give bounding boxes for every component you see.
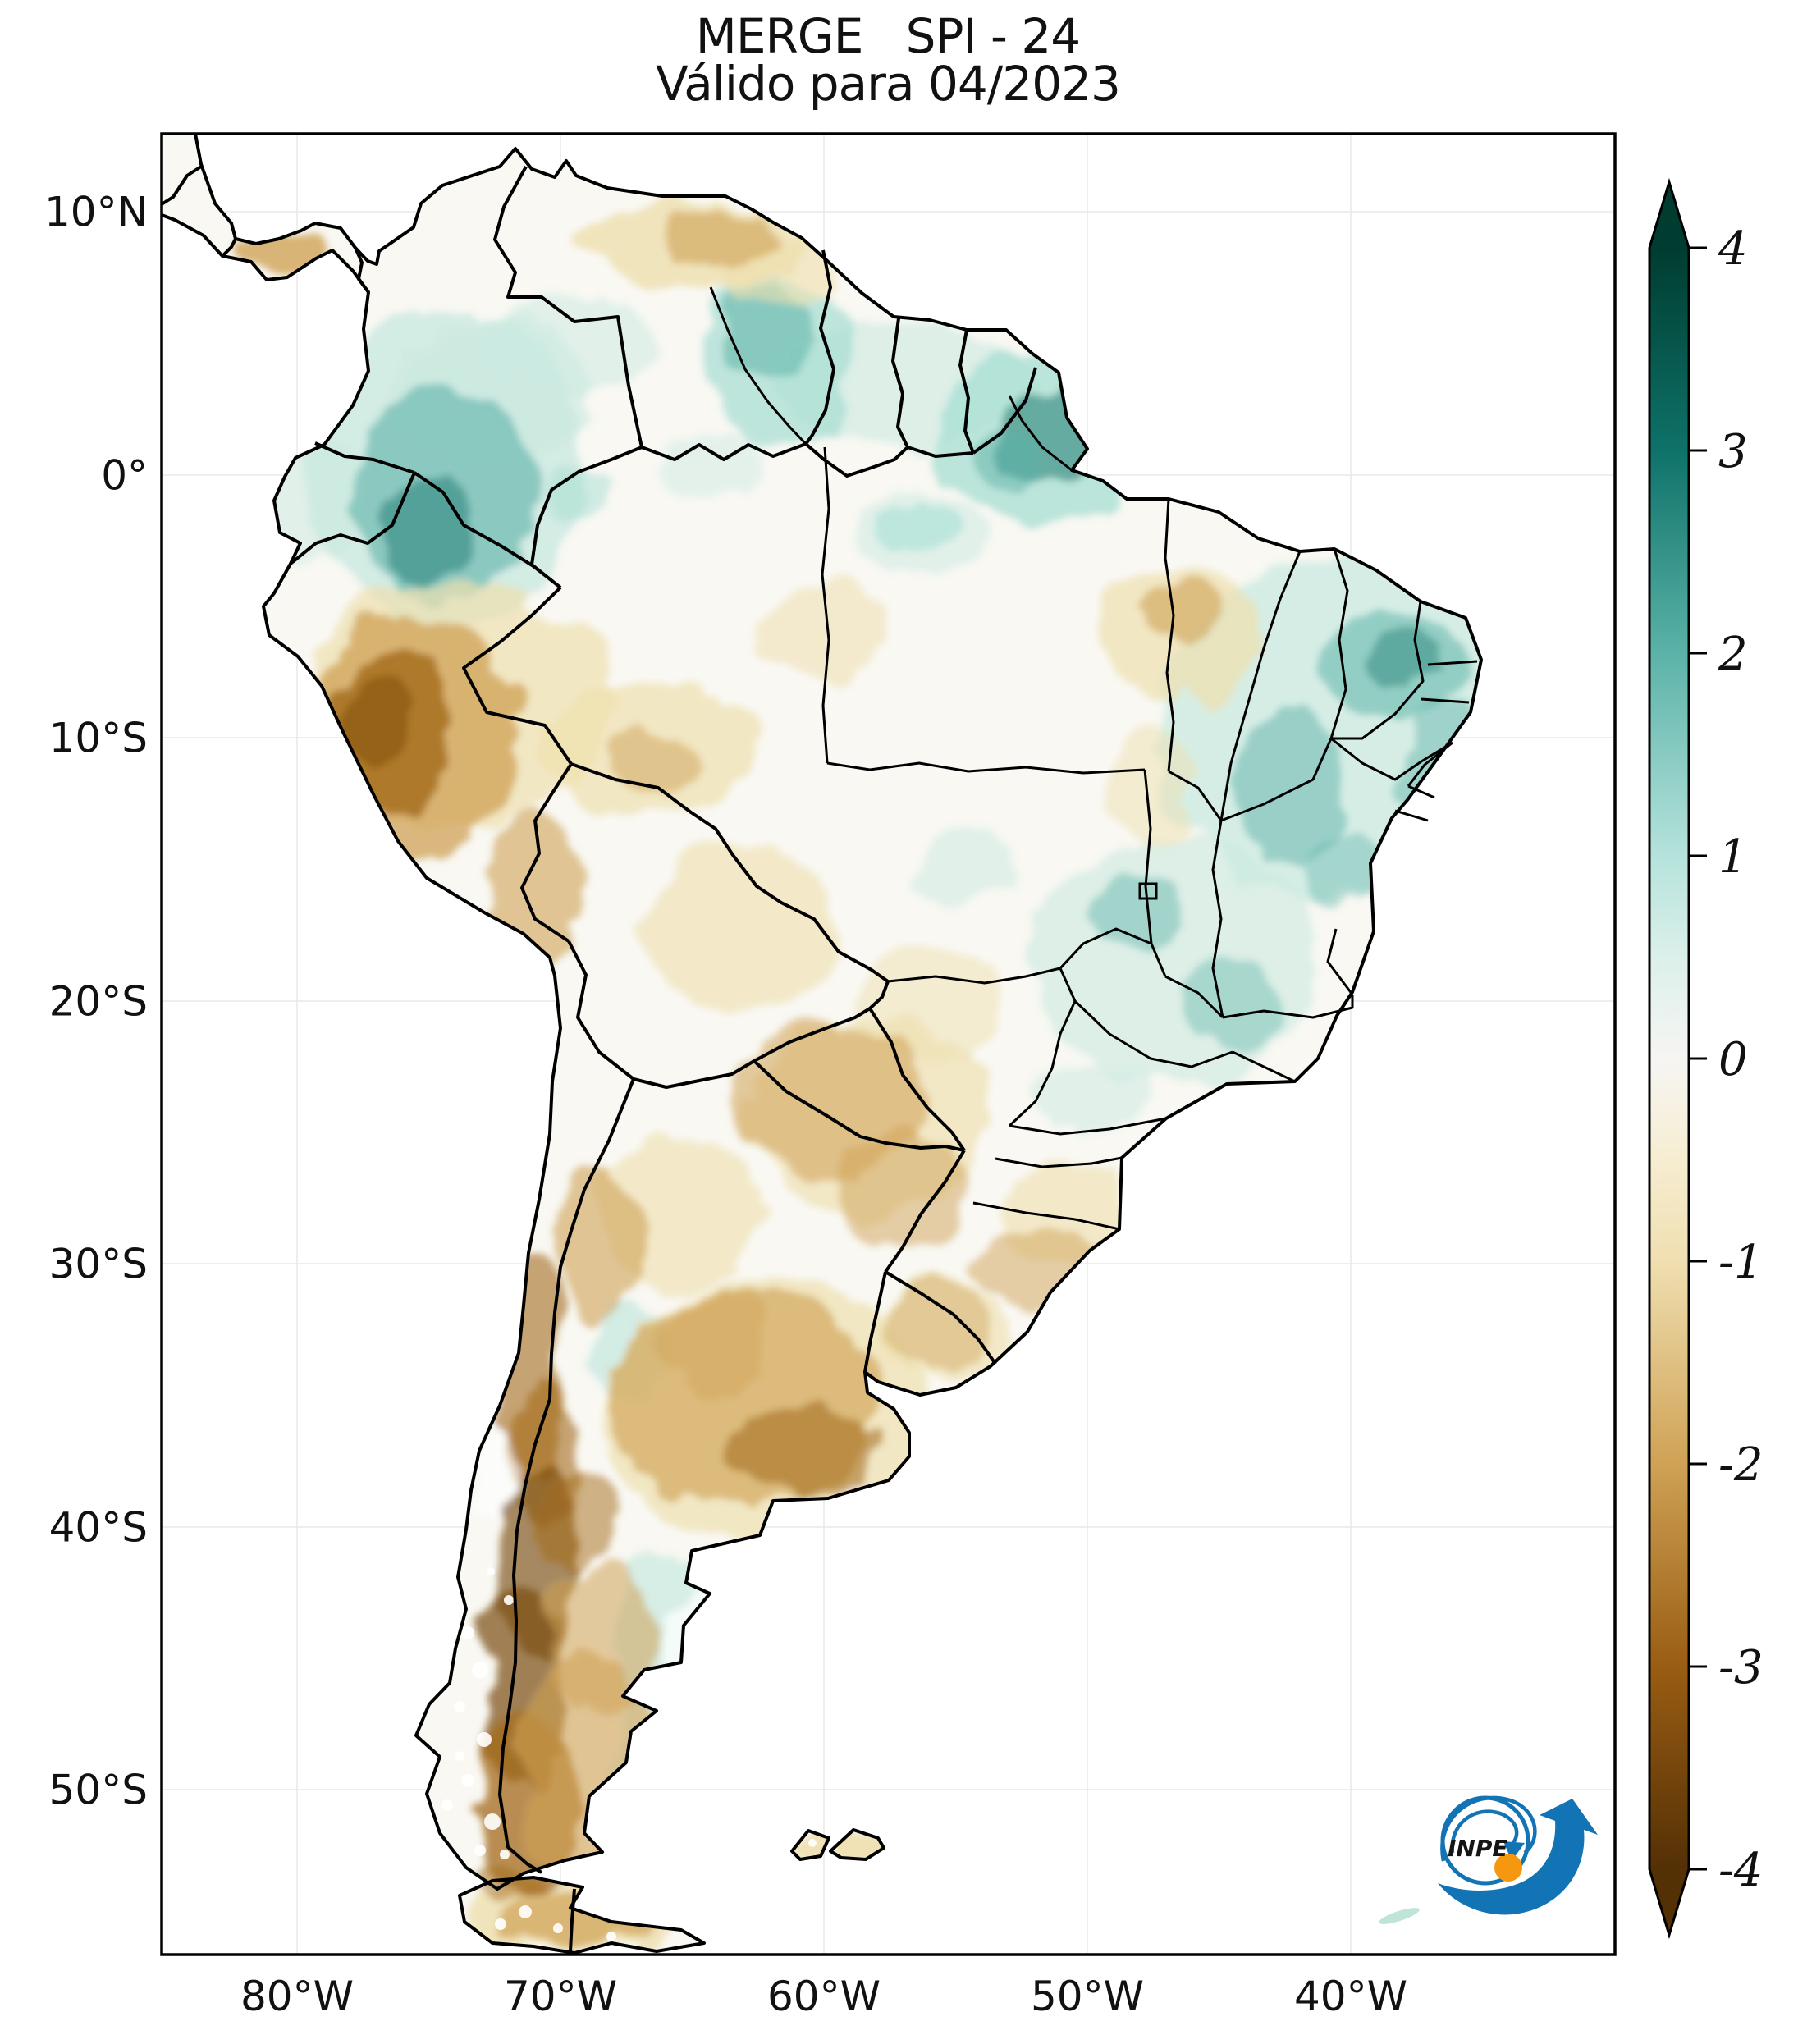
colorbar-ticks <box>1689 246 1707 1871</box>
y-tick-label: 50°S <box>49 1767 148 1814</box>
y-tick-label: 40°S <box>49 1504 148 1552</box>
inpe-logo: INPE <box>1438 1795 1598 1915</box>
logo-swoosh-arrow-icon <box>1438 1799 1598 1915</box>
logo-orange-dot <box>1494 1854 1522 1882</box>
y-tick-label: 30°S <box>49 1241 148 1288</box>
colorbar-tick-label: 1 <box>1718 830 1748 884</box>
map-title: MERGE SPI - 24 <box>696 8 1080 64</box>
x-tick-label: 80°W <box>240 1973 354 2020</box>
colorbar: 4 3 2 1 0 -1 -2 -3 -4 <box>1648 177 1764 1940</box>
logo-arrowhead-icon <box>1503 1841 1525 1861</box>
colorbar-gradient-bar <box>1649 248 1689 1869</box>
colorbar-tick-label: -1 <box>1718 1236 1764 1289</box>
colorbar-tick-label: 0 <box>1718 1033 1748 1086</box>
logo-text: INPE <box>1448 1835 1508 1862</box>
brazil-state-borders <box>709 286 1478 1231</box>
y-tick-label: 20°S <box>49 978 148 1026</box>
y-tick-label: 0° <box>101 452 148 500</box>
x-tick-label: 70°W <box>504 1973 617 2020</box>
coastline <box>161 133 1483 1955</box>
colorbar-tick-label: -3 <box>1718 1641 1764 1694</box>
colorbar-extend-upper <box>1649 182 1689 248</box>
country-borders <box>160 165 1037 1952</box>
y-tick-label: 10°N <box>44 189 148 236</box>
colorbar-extend-lower <box>1649 1869 1689 1935</box>
south-georgia-smudge <box>1379 1908 1420 1924</box>
logo-spiral-arrow-icon <box>1440 1795 1537 1862</box>
y-tick-label: 10°S <box>49 715 148 762</box>
colorbar-tick-label: -2 <box>1718 1438 1764 1492</box>
x-tick-label: 60°W <box>767 1973 881 2020</box>
colorbar-tick-label: -4 <box>1718 1844 1764 1897</box>
colorbar-tick-label: 2 <box>1718 628 1748 681</box>
colorbar-tick-label: 4 <box>1718 222 1748 276</box>
x-tick-label: 50°W <box>1031 1973 1144 2020</box>
distrito-federal-square <box>1138 882 1158 900</box>
map-subtitle: Válido para 04/2023 <box>656 56 1120 112</box>
colorbar-tick-label: 3 <box>1718 425 1748 478</box>
x-tick-label: 40°W <box>1294 1973 1407 2020</box>
map-frame <box>160 132 1617 1956</box>
